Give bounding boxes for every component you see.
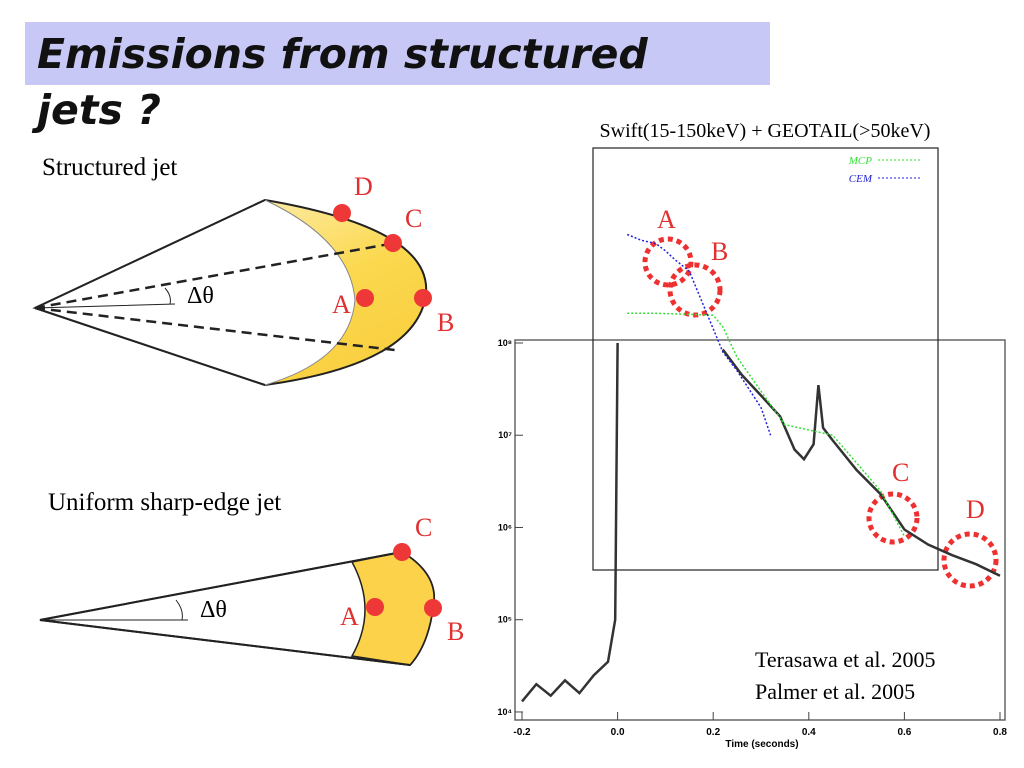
angle-label: Δθ <box>200 597 227 623</box>
title-band <box>25 22 770 85</box>
point-label: B <box>447 617 464 646</box>
point-label: A <box>332 290 351 319</box>
x-tick-label: 0.2 <box>706 727 720 738</box>
series-line <box>626 233 772 436</box>
y-tick-label: 10⁷ <box>498 430 512 440</box>
annotation-label: C <box>892 458 909 487</box>
legend-label: CEM <box>849 173 873 185</box>
diagram-title: Structured jet <box>42 154 177 181</box>
note: Terasawa et al. 2005 <box>755 647 936 672</box>
chart-title: Swift(15-150keV) + GEOTAIL(>50keV) <box>600 120 931 142</box>
point-label: C <box>415 513 432 542</box>
point-label: D <box>354 172 373 201</box>
annotation-label: D <box>966 495 985 524</box>
annotation-circles <box>642 236 999 589</box>
annotation-label: A <box>657 205 676 234</box>
uniform-jet-diagram <box>39 543 442 667</box>
structured-jet-diagram <box>32 198 432 387</box>
inset-frame <box>592 147 939 571</box>
x-tick-label: 0.8 <box>993 727 1007 738</box>
y-tick-label: 10⁵ <box>498 615 512 625</box>
point-label: A <box>340 602 359 631</box>
diagram-title: Uniform sharp-edge jet <box>48 489 281 516</box>
y-tick-label: 10⁴ <box>498 707 512 717</box>
x-tick-label: 0.6 <box>897 727 911 738</box>
point-label: C <box>405 204 422 233</box>
plot-frame <box>514 339 1006 721</box>
point-label: B <box>437 308 454 337</box>
legend-label: MCP <box>848 155 873 167</box>
series-line <box>627 312 906 537</box>
series-line <box>521 342 1001 703</box>
angle-label: Δθ <box>187 283 214 309</box>
x-tick-label: 0.0 <box>611 727 625 738</box>
y-tick-label: 10⁸ <box>498 338 512 348</box>
y-tick-label: 10⁶ <box>498 522 512 532</box>
annotation-label: B <box>711 237 728 266</box>
slide-title: Emissions from structured jets ? <box>37 30 648 134</box>
x-tick-label: -0.2 <box>513 727 531 738</box>
note: Palmer et al. 2005 <box>755 679 915 704</box>
x-axis-label: Time (seconds) <box>725 739 798 750</box>
x-tick-label: 0.4 <box>802 727 816 738</box>
